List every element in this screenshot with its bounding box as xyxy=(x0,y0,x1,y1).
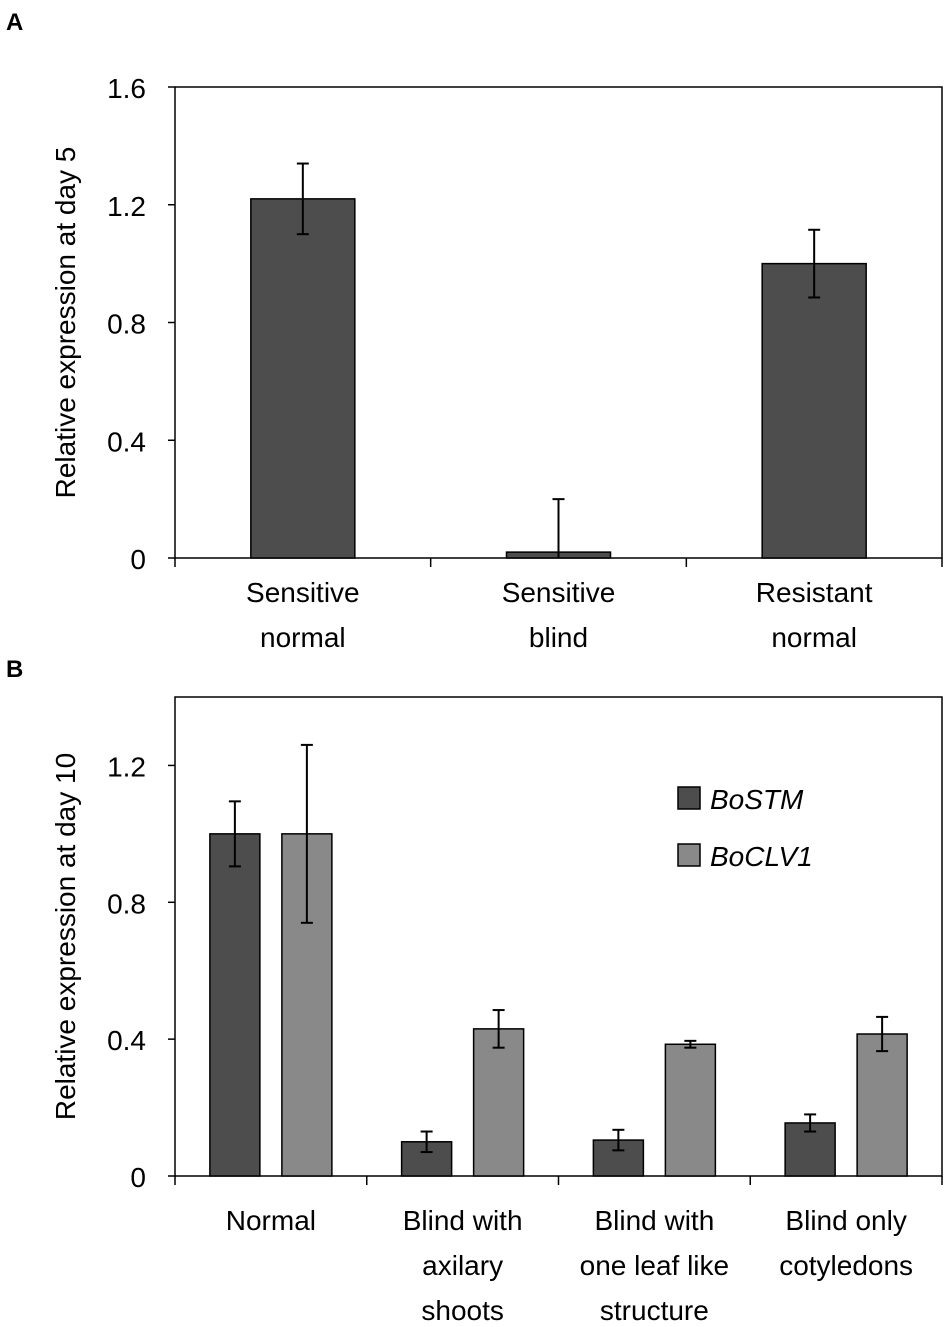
chart-a-ytick-label: 0 xyxy=(130,544,146,575)
chart-b-bar xyxy=(856,1033,908,1177)
chart-b-y-axis-title: Relative expression at day 10 xyxy=(50,753,81,1120)
chart-a-y-axis-title: Relative expression at day 5 xyxy=(50,147,81,499)
chart-a-category-label: Sensitive normal xyxy=(246,577,360,653)
chart-a: 0 0.4 0.8 1.2 1.6 Sensitive normal Sensitive bli… xyxy=(50,73,943,653)
chart-b-category-label: Blind with one leaf like structure xyxy=(580,1205,729,1326)
chart-b-legend-label: BoCLV1 xyxy=(710,841,813,872)
chart-a-category-label: Resistant normal xyxy=(756,577,873,653)
chart-b-ytick-label: 1.2 xyxy=(107,751,146,782)
panel-label-a: A xyxy=(6,9,23,36)
chart-b-ytick-label: 0 xyxy=(130,1162,146,1193)
chart-b-bar xyxy=(209,833,261,1177)
chart-b-category-label: Normal xyxy=(226,1205,316,1236)
chart-a-ytick-label: 1.6 xyxy=(107,73,146,104)
chart-b-bar xyxy=(664,1043,717,1177)
chart-b-legend-label: BoSTM xyxy=(710,784,804,815)
chart-b-ytick-label: 0.8 xyxy=(107,888,146,919)
panel-label-b: B xyxy=(6,656,23,683)
chart-a-bar xyxy=(250,198,356,559)
chart-b-category-label: Blind only cotyledons xyxy=(779,1205,913,1281)
chart-b-legend-swatch xyxy=(677,843,701,867)
chart-b: 0 0.4 0.8 1.2 Normal Blind with axilary shoots B… xyxy=(50,696,943,1326)
chart-a-category-label: Sensitive blind xyxy=(502,577,616,653)
chart-b-category-label: Blind with axilary shoots xyxy=(403,1205,523,1326)
chart-a-ytick-label: 0.8 xyxy=(107,309,146,340)
chart-b-legend-swatch xyxy=(677,786,701,810)
chart-a-ytick-label: 0.4 xyxy=(107,426,146,457)
chart-a-bar xyxy=(761,262,867,559)
chart-b-ytick-label: 0.4 xyxy=(107,1025,146,1056)
chart-b-bar xyxy=(472,1028,525,1177)
chart-a-ytick-label: 1.2 xyxy=(107,191,146,222)
